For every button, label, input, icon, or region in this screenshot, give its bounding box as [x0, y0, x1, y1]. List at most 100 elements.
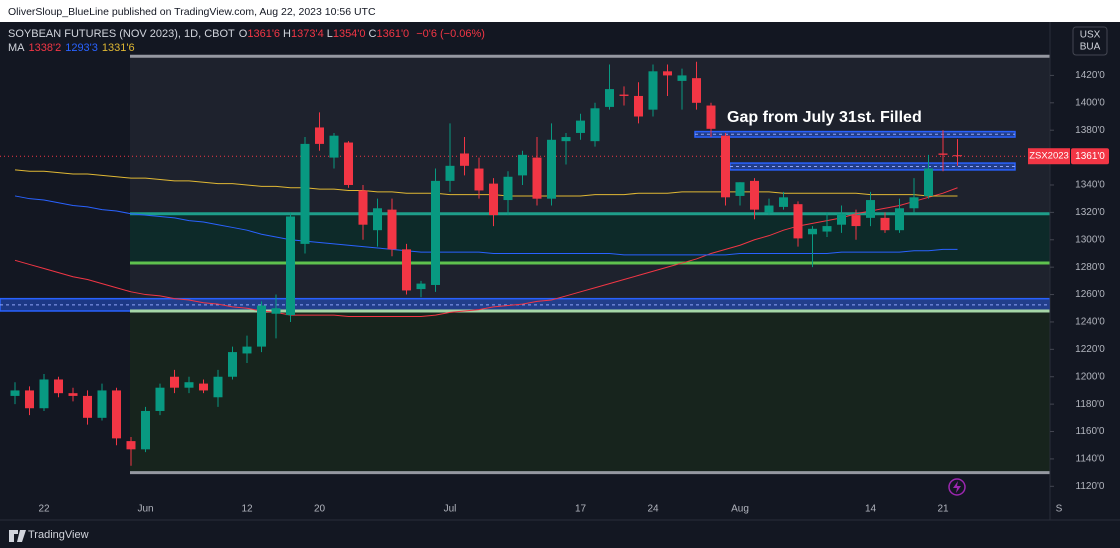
symbol-title: SOYBEAN FUTURES (NOV 2023), 1D, CBOT — [8, 28, 235, 40]
shaded-range — [130, 213, 1050, 264]
candle-body — [329, 135, 339, 158]
y-tick-label: 1300'0 — [1075, 234, 1105, 245]
candle-body — [271, 308, 281, 314]
candle-body — [402, 249, 411, 291]
candle-body — [518, 154, 527, 176]
y-tick-label: 1220'0 — [1075, 344, 1105, 355]
candle-body — [851, 215, 861, 227]
price-tag — [1071, 148, 1109, 165]
candle-body — [257, 305, 266, 347]
candle-body — [344, 142, 353, 185]
candle-body — [358, 190, 368, 225]
candle-body — [692, 78, 701, 103]
candle-body — [431, 180, 440, 285]
ohlc: O1361'6 H1373'4 L1354'0 C1361'0 — [239, 28, 412, 40]
candle-body — [39, 379, 49, 409]
candle-body — [300, 143, 310, 244]
x-tick-label: 14 — [865, 504, 877, 515]
shaded-range — [130, 310, 1050, 473]
candle-body — [938, 153, 948, 155]
y-tick-label: 1420'0 — [1075, 70, 1105, 81]
ohlc-value: 1373'4 — [291, 28, 324, 40]
candle-body — [837, 213, 846, 225]
currency-box[interactable] — [1072, 26, 1108, 56]
candle-body — [474, 168, 484, 191]
y-tick-label: 1200'0 — [1075, 371, 1105, 382]
candle-body — [909, 197, 919, 209]
ticker-tag — [1028, 148, 1070, 165]
brand-logo — [9, 530, 26, 542]
y-tick-label: 1180'0 — [1076, 399, 1105, 410]
event-icon[interactable] — [948, 478, 966, 496]
x-tick-label: 22 — [38, 504, 50, 515]
candle-body — [547, 139, 556, 199]
candle-body — [605, 89, 614, 107]
y-tick-label: 1160'0 — [1076, 426, 1105, 437]
candle-body — [416, 283, 426, 290]
ticker-tag-label: ZSX2023 — [1029, 151, 1069, 162]
candle-body — [213, 376, 223, 398]
x-tick-label: S — [1056, 504, 1063, 515]
candle-body — [170, 376, 179, 388]
candle-body — [25, 390, 34, 409]
candle-body — [634, 95, 643, 117]
x-tick-label: Jul — [444, 504, 457, 515]
candle-body — [286, 216, 295, 316]
candle-body — [445, 165, 455, 181]
ma-line — [14, 195, 958, 256]
header-line: SOYBEAN FUTURES (NOV 2023), 1D, CBOT O136… — [8, 28, 489, 40]
y-tick-label: 1120'0 — [1076, 481, 1105, 492]
candle-body — [561, 137, 571, 142]
candle-body — [155, 387, 165, 411]
ma-value: 1331'6 — [101, 42, 135, 54]
ma-line — [14, 169, 958, 197]
candle-body — [54, 379, 63, 394]
x-tick-label: 17 — [575, 504, 587, 515]
candle-body — [663, 71, 672, 76]
candle-body — [112, 390, 121, 439]
candle-body — [83, 395, 92, 418]
candle-body — [619, 94, 629, 96]
candle-body — [793, 204, 803, 239]
ohlc-key: C — [368, 28, 377, 40]
ohlc-key: H — [283, 28, 291, 40]
candle-body — [242, 346, 252, 354]
y-tick-label: 1260'0 — [1075, 289, 1105, 300]
candle-body — [315, 127, 324, 144]
candle-body — [808, 228, 817, 235]
brand: TradingView — [28, 529, 89, 541]
candle-body — [532, 157, 542, 199]
candle-body — [895, 208, 904, 231]
candle-body — [373, 208, 382, 231]
x-tick-label: 21 — [937, 504, 949, 515]
candle-body — [764, 205, 774, 213]
y-tick-label: 1380'0 — [1075, 125, 1105, 136]
candle-body — [590, 108, 600, 142]
ma-label: MA — [8, 42, 25, 54]
ohlc-key: L — [326, 28, 333, 40]
plot — [0, 54, 1050, 475]
candle-body — [924, 168, 933, 196]
ohlc-key: O — [238, 28, 248, 40]
candle-body — [68, 393, 78, 396]
x-tick-label: 20 — [314, 504, 326, 515]
y-tick-label: 1140'0 — [1076, 454, 1105, 465]
candle-body — [97, 390, 107, 418]
y-tick-label: 1240'0 — [1075, 317, 1105, 328]
candle-body — [750, 180, 759, 210]
x-tick-label: Jun — [137, 504, 153, 515]
candle-body — [199, 383, 208, 391]
candle-body — [228, 352, 237, 377]
candle-body — [953, 155, 962, 157]
annotation: Gap from July 31st. Filled — [727, 109, 922, 126]
ma-value: 1293'3 — [65, 42, 98, 54]
currency: USX — [1080, 30, 1101, 41]
candle-body — [721, 135, 730, 198]
candle-body — [489, 183, 498, 216]
event-icon — [953, 481, 961, 493]
ohlc-value: 1361'6 — [247, 28, 281, 40]
candle-body — [677, 75, 687, 81]
x-tick-label: Aug — [731, 504, 749, 515]
